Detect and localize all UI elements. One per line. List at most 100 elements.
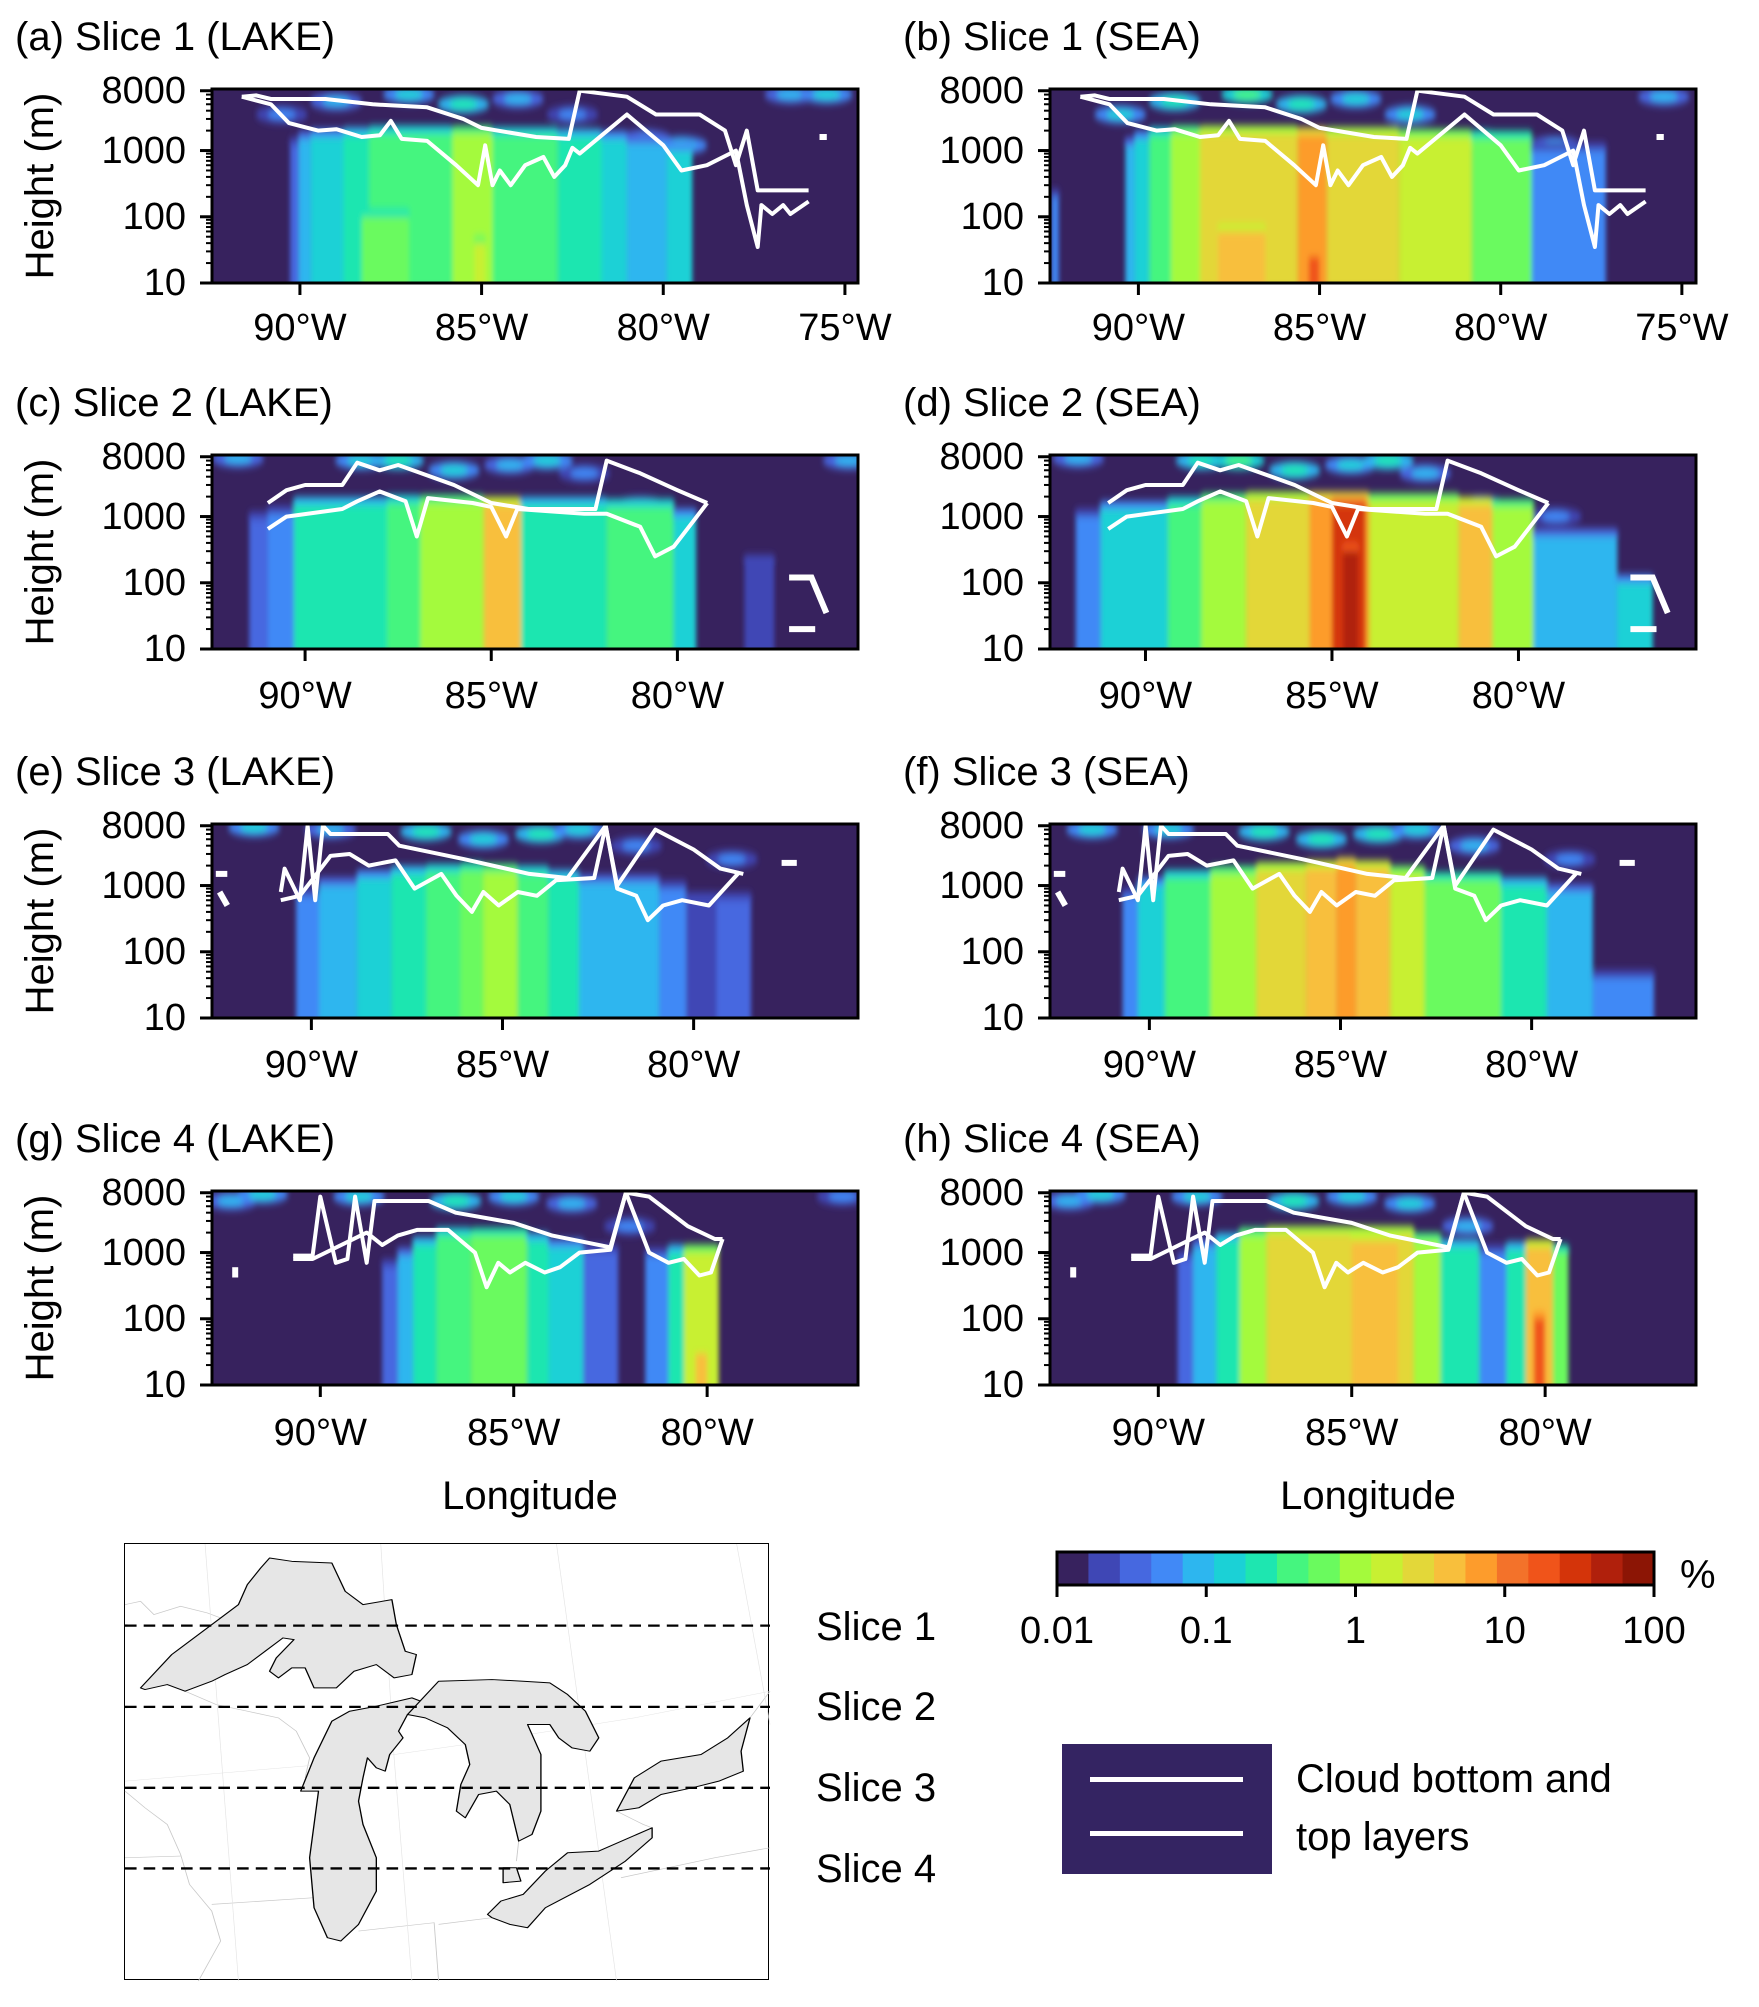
field-band-edge <box>672 508 698 519</box>
field-band <box>249 519 268 649</box>
field-band <box>1164 878 1211 1018</box>
field-band <box>1369 501 1459 649</box>
field-band-edge <box>318 877 359 888</box>
x-tick-label: 90°W <box>258 675 352 717</box>
upper-cloud-blob-core <box>1337 1191 1366 1202</box>
y-tick-label: 8000 <box>101 804 186 847</box>
x-tick-label: 90°W <box>1111 1412 1205 1454</box>
field-band <box>1533 1318 1546 1385</box>
upper-cloud-blob-core <box>1307 834 1336 845</box>
colorbar-level <box>1245 1552 1278 1585</box>
upper-cloud-blob-core <box>1341 94 1370 105</box>
field-band-edge <box>1505 1241 1527 1252</box>
field-band <box>1167 504 1202 649</box>
field-band-edge <box>1591 970 1655 981</box>
field-band <box>626 143 667 283</box>
y-tick-label: 8000 <box>939 435 1024 478</box>
upper-cloud-blob-core <box>1279 1196 1308 1207</box>
upper-cloud-blob-core <box>564 824 593 835</box>
cloud-bottom-line <box>1107 489 1550 559</box>
upper-cloud-blob-core <box>776 89 805 100</box>
field-band-edge <box>1133 130 1151 141</box>
field-band <box>1501 885 1547 1018</box>
colorbar <box>1055 1550 1656 1597</box>
colorbar-tick-label: 100 <box>1622 1610 1686 1652</box>
field-band <box>1552 1252 1569 1385</box>
field-band-edge <box>1307 248 1321 259</box>
colorbar-level <box>1434 1552 1466 1585</box>
y-axis-label: Height (m) <box>18 92 62 280</box>
colorbar-level <box>1559 1552 1592 1585</box>
cloud-bottom-line <box>1118 824 1579 923</box>
cloud-bottom-line <box>280 824 741 923</box>
x-tick-label: 75°W <box>798 307 892 349</box>
field-band <box>436 1235 472 1385</box>
y-tick-label: 10 <box>981 262 1024 304</box>
y-tick-label: 1000 <box>101 1231 186 1274</box>
field-band-edge <box>1124 137 1136 148</box>
x-tick-label: 90°W <box>1098 675 1193 717</box>
y-tick-label: 1000 <box>939 1231 1024 1274</box>
field-band-edge <box>289 137 300 148</box>
cloud-bottom-line <box>1079 94 1647 249</box>
field-band-edge <box>248 511 269 522</box>
upper-cloud-blob-core <box>499 1191 528 1202</box>
x-tick-label: 85°W <box>1293 1044 1388 1086</box>
field-band <box>1533 536 1618 649</box>
colorbar-level <box>1308 1552 1341 1585</box>
panel-title: (e) Slice 3 (LAKE) <box>15 750 336 794</box>
slice-3-label: Slice 3 <box>816 1766 937 1810</box>
field-band <box>1218 231 1266 283</box>
upper-cloud-blob-core <box>1182 1191 1211 1202</box>
field-band <box>1413 1240 1441 1385</box>
field-band <box>420 503 484 649</box>
y-tick-label: 10 <box>981 628 1024 670</box>
lake-michigan <box>300 1697 431 1942</box>
upper-cloud-blob-core <box>1395 1198 1424 1209</box>
x-tick-label: 85°W <box>444 675 538 717</box>
field-band <box>1100 509 1168 649</box>
field-band <box>1471 138 1532 283</box>
cloud-fragment <box>1054 890 1068 907</box>
field-band-edge <box>743 554 776 565</box>
state-border <box>749 1691 771 1719</box>
y-tick-label: 1000 <box>939 129 1024 172</box>
x-tick-label: 85°W <box>1285 675 1379 717</box>
upper-cloud-blob-core <box>1233 89 1262 100</box>
panel-plot <box>1038 822 1698 1030</box>
y-tick-label: 8000 <box>939 69 1024 112</box>
cloud-top-line <box>1116 824 1582 903</box>
field-band-edge <box>412 1237 438 1248</box>
field-band <box>645 1255 669 1385</box>
y-axis-label: Height (m) <box>18 1194 62 1382</box>
y-axis-label: Height (m) <box>18 827 62 1015</box>
panel-title: (c) Slice 2 (LAKE) <box>15 381 333 425</box>
y-tick-label: 100 <box>960 195 1024 238</box>
upper-cloud-blob-core <box>834 455 858 466</box>
slice-map <box>124 1543 771 1982</box>
slice-4-label: Slice 4 <box>816 1847 937 1891</box>
upper-cloud-blob-core <box>384 455 413 466</box>
state-border <box>124 1790 222 1982</box>
field-band <box>716 900 751 1018</box>
panel-title: (f) Slice 3 (SEA) <box>903 750 1190 794</box>
field-band-edge <box>1354 860 1392 871</box>
field-band-edge <box>1050 188 1060 199</box>
upper-cloud-blob-core <box>1402 824 1431 835</box>
field-band-edge <box>266 505 295 516</box>
x-tick-label: 90°W <box>273 1412 367 1454</box>
colorbar-level <box>1528 1552 1561 1585</box>
field-band <box>361 216 409 283</box>
state-border <box>211 1897 315 1905</box>
field-band-edge <box>1217 223 1267 234</box>
upper-cloud-blob-core <box>570 468 599 479</box>
y-tick-label: 10 <box>143 628 186 670</box>
lake-ontario <box>615 1717 751 1812</box>
colorbar-level <box>1591 1552 1624 1585</box>
field-band-edge <box>1389 865 1426 876</box>
field-band <box>310 137 344 283</box>
field-band <box>548 878 579 1018</box>
field-band <box>1399 137 1472 283</box>
state-border <box>516 1841 520 1862</box>
cloud-bottom-line <box>266 489 709 559</box>
